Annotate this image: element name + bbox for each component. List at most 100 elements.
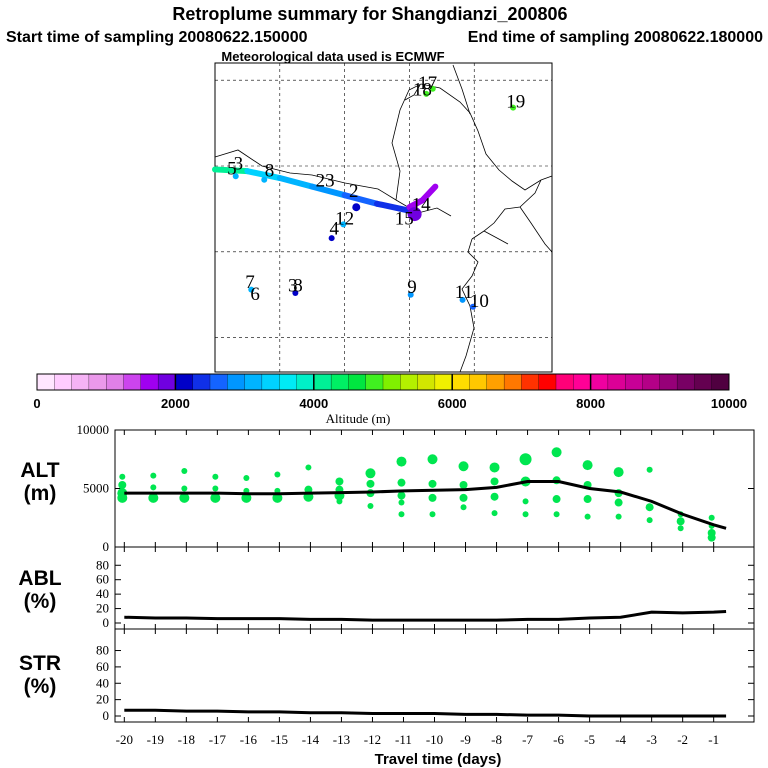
colorbar-swatch xyxy=(555,373,574,391)
plume-point xyxy=(469,303,476,310)
plume-segment xyxy=(276,175,316,190)
colorbar-swatch xyxy=(365,373,384,391)
map-day-label: 11 xyxy=(455,282,473,303)
altitude-point xyxy=(613,467,624,478)
x-tick-label: -19 xyxy=(147,732,164,747)
altitude-point xyxy=(522,511,529,518)
colorbar-swatch xyxy=(71,373,90,391)
map-day-label: 23 xyxy=(316,171,335,192)
x-axis: -20 -19 -18 -17 -16 -15 -14 -13 -12 -11 -10 -9 -8 -7 -… xyxy=(116,732,719,747)
colorbar-swatch xyxy=(711,373,730,391)
x-tick-label: -14 xyxy=(302,732,320,747)
plume-point xyxy=(423,90,430,97)
alt-unit: (m) xyxy=(24,482,57,505)
altitude-point xyxy=(458,461,469,472)
x-tick-label: -18 xyxy=(178,732,195,747)
altitude-point xyxy=(179,492,190,503)
map-day-label: 18 xyxy=(413,80,432,101)
colorbar-swatch xyxy=(607,373,626,391)
altitude-point xyxy=(304,485,313,494)
plume-point xyxy=(352,203,361,212)
altitude-point xyxy=(708,514,715,521)
x-tick-label: -10 xyxy=(426,732,443,747)
colorbar-swatch xyxy=(123,373,142,391)
colorbar-tick-label: 4000 xyxy=(299,396,328,411)
altitude-point xyxy=(491,510,498,517)
y-tick-label: 0 xyxy=(103,708,110,723)
altitude-point xyxy=(243,474,250,481)
plume-segment xyxy=(406,183,439,211)
altitude-point xyxy=(274,471,281,478)
x-tick-label: -4 xyxy=(615,732,626,747)
altitude-point xyxy=(459,493,468,502)
x-tick-label: -6 xyxy=(553,732,564,747)
altitude-point xyxy=(460,504,467,511)
plume-segment xyxy=(244,168,283,182)
altitude-point xyxy=(118,480,127,489)
x-tick-label: -15 xyxy=(271,732,288,747)
altitude-point xyxy=(645,503,654,512)
altitude-point xyxy=(241,492,252,503)
colorbar-swatch xyxy=(642,373,661,391)
altitude-point xyxy=(119,473,126,480)
altitude-point xyxy=(212,473,219,480)
altitude-point xyxy=(305,464,312,471)
altitude-point xyxy=(212,485,219,492)
altitude-point xyxy=(489,462,500,473)
altitude-point xyxy=(615,513,622,520)
y-tick-label: 10000 xyxy=(77,422,110,437)
altitude-point xyxy=(552,495,561,504)
map-day-label: 10 xyxy=(470,291,489,312)
colorbar-swatch xyxy=(261,373,280,391)
map-day-label: 3 xyxy=(234,153,244,174)
end-time-label: End time of sampling 20080622.180000 xyxy=(468,29,763,46)
y-tick-label: 20 xyxy=(96,601,109,616)
map-day-label: 5 xyxy=(227,159,237,180)
plume-point xyxy=(292,290,299,297)
figure-title: Retroplume summary for Shangdianzi_20080… xyxy=(172,4,567,24)
plume-segment xyxy=(341,192,381,207)
plume-point xyxy=(340,221,347,228)
colorbar-swatch xyxy=(452,373,470,391)
colorbar-swatch xyxy=(175,373,194,391)
altitude-point xyxy=(583,495,592,504)
map-frame xyxy=(214,62,553,373)
altitude-colorbar: 0 2000 4000 6000 8000 10000 Altitude (m) xyxy=(33,373,747,426)
altitude-point xyxy=(646,466,653,473)
colorbar-tick-label: 6000 xyxy=(438,396,467,411)
plume-point xyxy=(459,296,466,303)
abl-line xyxy=(124,609,727,622)
colorbar-tick-label: 8000 xyxy=(576,396,605,411)
altitude-point xyxy=(148,492,159,503)
altitude-point xyxy=(582,460,593,471)
map-day-label: 6 xyxy=(250,284,260,305)
altitude-point xyxy=(365,468,376,479)
map-day-label: 9 xyxy=(407,277,417,298)
altitude-point xyxy=(428,479,437,488)
colorbar-swatch xyxy=(106,373,124,391)
map-day-label: 8 xyxy=(293,275,303,296)
altitude-point xyxy=(150,472,157,479)
x-tick-label: -3 xyxy=(646,732,657,747)
altitude-point xyxy=(519,453,532,466)
mean-altitude-line xyxy=(124,479,727,530)
colorbar-swatch xyxy=(400,373,419,391)
map-day-label: 4 xyxy=(329,219,339,240)
altitude-point xyxy=(490,492,499,501)
map-borders xyxy=(214,64,553,373)
altitude-point xyxy=(335,477,344,486)
altitude-point xyxy=(398,511,405,518)
colorbar-swatch xyxy=(382,373,401,391)
map-day-label: 7 xyxy=(245,272,255,293)
colorbar-swatch xyxy=(625,373,643,391)
met-data-label: Meteorological data used is ECMWF xyxy=(221,49,444,64)
map-day-label: 12 xyxy=(335,208,354,229)
colorbar-swatch xyxy=(486,373,505,391)
y-tick-label: 0 xyxy=(103,615,110,630)
colorbar-swatch xyxy=(676,373,695,391)
plume-point xyxy=(510,104,517,111)
altitude-point xyxy=(553,511,560,518)
altitude-point xyxy=(117,488,128,499)
